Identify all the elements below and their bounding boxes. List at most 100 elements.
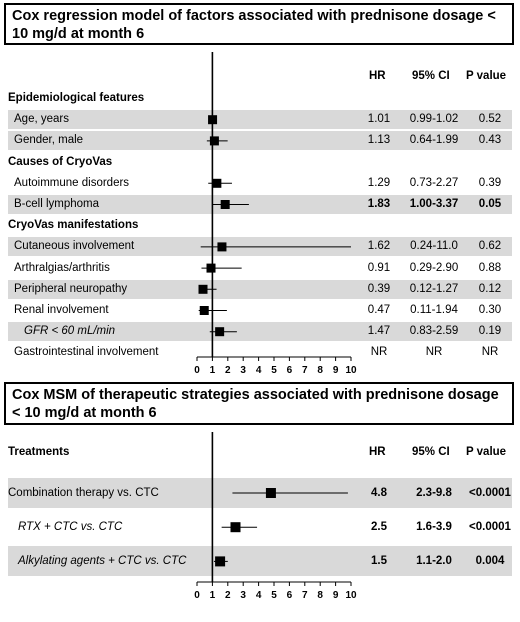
header-hr: HR (369, 70, 386, 82)
x-tick-label: 5 (271, 365, 277, 376)
ci-value: 1.00-3.37 (409, 198, 459, 210)
row-label: GFR < 60 mL/min (24, 325, 116, 338)
table-row: GFR < 60 mL/min 1.47 0.83-2.59 0.19 (8, 322, 512, 342)
hr-marker (209, 136, 219, 146)
x-tick-label: 7 (302, 590, 308, 601)
hr-marker (212, 178, 222, 188)
table-row: RTX + CTC vs. CTC 2.5 1.6-3.9 <0.0001 (8, 512, 512, 542)
row-label: Autoimmune disorders (14, 176, 130, 189)
header-p: P value (466, 70, 507, 82)
header-ci: 95% CI (412, 446, 450, 458)
x-tick-label: 9 (333, 365, 339, 376)
section-header: CryoVas manifestations (8, 216, 512, 235)
ci-value: 2.3-9.8 (416, 487, 452, 499)
p-value: 0.12 (478, 282, 502, 295)
header-ci: 95% CI (412, 70, 450, 82)
row-label: RTX + CTC vs. CTC (18, 521, 123, 534)
p-value: 0.62 (478, 240, 502, 253)
table-row: Gastrointestinal involvement NR NR NR (8, 343, 512, 362)
x-tick-label: 6 (287, 365, 293, 376)
header-hr: HR (369, 446, 386, 458)
p-value: 0.43 (478, 134, 502, 147)
hr-marker (208, 115, 218, 125)
table-row: Gender, male 1.13 0.64-1.99 0.43 (8, 131, 512, 151)
x-tick-label: 10 (345, 365, 357, 376)
table-row: Combination therapy vs. CTC 4.8 2.3-9.8 <0.… (8, 478, 512, 508)
hr-marker (217, 242, 227, 252)
x-tick-label: 8 (317, 590, 323, 601)
hr-value: 0.47 (367, 304, 391, 316)
ci-value: 0.99-1.02 (409, 113, 459, 126)
section-label: CryoVas manifestations (8, 219, 139, 232)
row-label: B-cell lymphoma (14, 198, 99, 210)
hr-marker (215, 327, 225, 337)
ci-value: 0.64-1.99 (409, 134, 459, 147)
ci-value: 1.1-2.0 (416, 555, 452, 568)
x-tick-label: 0 (194, 365, 200, 376)
row-label: Gender, male (14, 134, 84, 147)
hr-marker (265, 488, 276, 498)
hr-value: 0.39 (367, 282, 391, 295)
x-tick-label: 4 (256, 365, 262, 376)
ci-value: 0.83-2.59 (409, 325, 459, 338)
x-tick-label: 9 (333, 590, 339, 601)
x-tick-label: 7 (302, 365, 308, 376)
hr-marker (215, 556, 226, 567)
section-header: Epidemiological features (8, 89, 512, 108)
panel1-title: Cox regression model of factors associat… (4, 3, 514, 45)
p-value: NR (481, 346, 499, 359)
ci-value: 0.12-1.27 (409, 282, 459, 295)
hr-value: 1.83 (367, 198, 391, 210)
hr-marker (206, 263, 216, 273)
hr-value: 1.47 (367, 325, 391, 338)
ci-value: 0.11-1.94 (410, 304, 458, 316)
hr-marker (230, 522, 241, 533)
hr-marker (220, 200, 230, 209)
hr-marker (199, 306, 209, 315)
p-value: 0.19 (478, 325, 502, 338)
table-row: Alkylating agents + CTC vs. CTC 1.5 1.1-2.… (8, 546, 512, 577)
x-tick-label: 1 (210, 365, 216, 376)
hr-value: 2.5 (371, 521, 387, 534)
table-row: Autoimmune disorders 1.29 0.73-2.27 0.39 (8, 174, 512, 193)
x-tick-label: 8 (317, 365, 323, 376)
ci-value: 0.24-11.0 (410, 240, 458, 253)
section-label: Causes of CryoVas (8, 155, 113, 168)
table-row: B-cell lymphoma 1.83 1.00-3.37 0.05 (8, 195, 512, 214)
x-tick-label: 10 (345, 590, 357, 601)
x-tick-label: 6 (287, 590, 293, 601)
p-value: 0.39 (478, 176, 502, 189)
hr-value: 1.5 (371, 555, 387, 568)
row-label: Peripheral neuropathy (14, 282, 128, 295)
table-row: Arthralgias/arthritis 0.91 0.29-2.90 0.88 (8, 259, 512, 278)
p-value: 0.88 (478, 261, 502, 274)
table-row: Peripheral neuropathy 0.39 0.12-1.27 0.12 (8, 279, 512, 299)
x-tick-label: 2 (225, 365, 231, 376)
row-label: Combination therapy vs. CTC (8, 487, 159, 499)
x-tick-label: 3 (240, 365, 246, 376)
hr-value: 0.91 (367, 261, 391, 274)
p-value: <0.0001 (469, 521, 511, 534)
hr-value: 1.01 (367, 113, 391, 126)
header-p: P value (466, 446, 507, 458)
hr-value: 4.8 (371, 487, 387, 499)
row-label: Arthralgias/arthritis (14, 261, 110, 274)
p-value: 0.52 (478, 113, 502, 126)
hr-value: NR (370, 346, 388, 359)
header-section: Treatments (8, 446, 70, 458)
x-tick-label: 0 (194, 590, 200, 601)
x-tick-label: 5 (271, 590, 277, 601)
row-label: Age, years (14, 113, 69, 126)
p-value: 0.05 (478, 198, 502, 210)
ci-value: 1.6-3.9 (416, 521, 452, 534)
row-label: Cutaneous involvement (14, 240, 135, 253)
table-row: Renal involvement 0.47 0.11-1.94 0.30 (8, 301, 512, 320)
section-header: Causes of CryoVas (8, 153, 512, 172)
ci-value: 0.29-2.90 (409, 261, 459, 274)
section-label: Epidemiological features (8, 92, 145, 104)
p-value: <0.0001 (469, 487, 511, 499)
panel2-title: Cox MSM of therapeutic strategies associ… (4, 382, 514, 425)
x-tick-label: 2 (225, 590, 231, 601)
